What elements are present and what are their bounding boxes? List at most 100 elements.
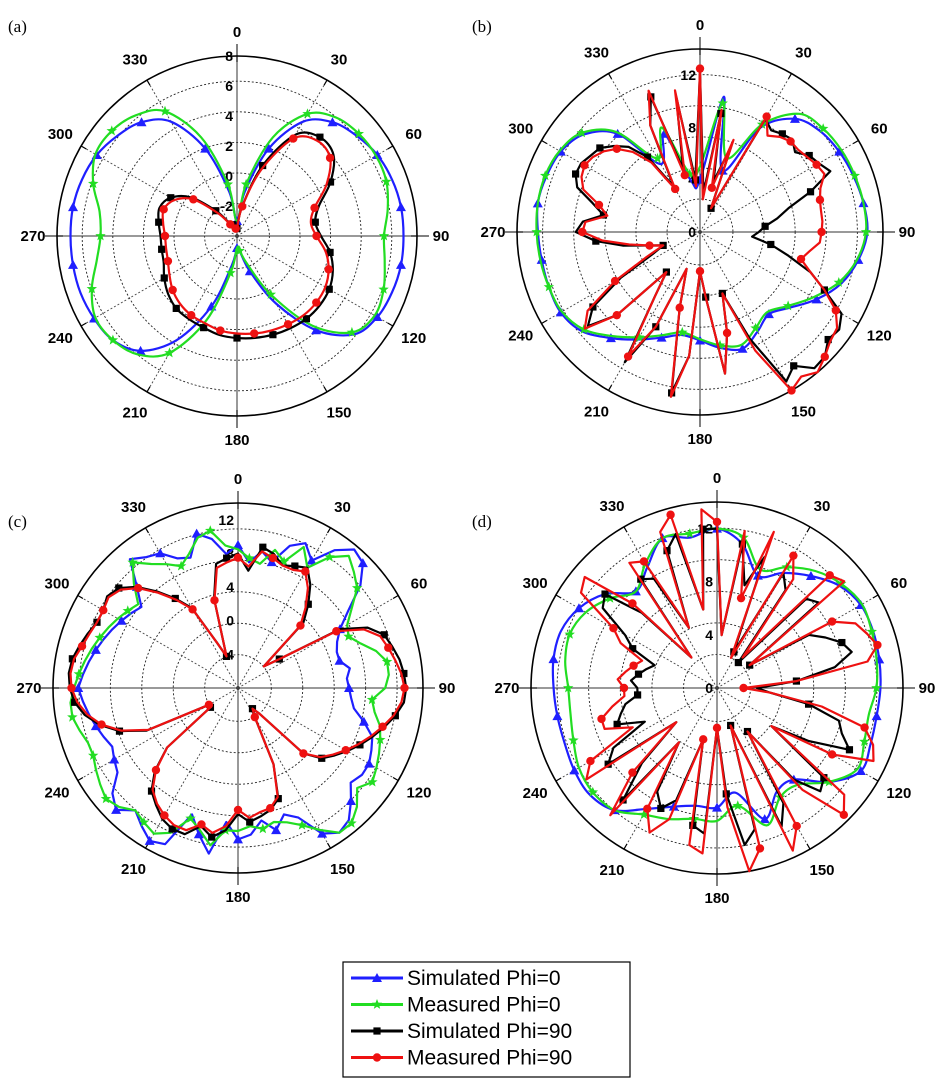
data-point [302,108,313,119]
data-point [344,683,354,692]
series-line [90,108,390,358]
data-point [151,765,161,775]
data-point [205,525,216,536]
angle-tick [872,777,879,782]
series-measured-phi-90 [579,508,882,873]
outer-circle [52,502,424,874]
grid-spoke [77,595,239,689]
data-point [367,776,378,787]
angle-tick-label: 180 [687,431,712,448]
data-point [324,551,335,562]
data-point [88,750,99,760]
series-measured-phi-90 [159,134,335,338]
data-point [94,632,105,643]
data-point [717,97,728,108]
outer-circle [56,55,418,417]
data-point [204,700,214,710]
angle-tick [326,842,332,849]
data-point [695,64,705,73]
data-point [400,669,408,678]
data-point [266,804,275,813]
polar-chart-a: (a) 0 30 60 90 120 150 180 210 240 270 300 330 -2 0 2 4 6… [8,17,449,449]
angle-tick [555,594,562,599]
data-point [739,683,748,693]
data-point [68,202,79,212]
data-point [384,643,393,652]
data-point [599,211,608,219]
data-point [136,117,147,127]
data-point [815,195,825,205]
data-point [684,528,695,539]
grid-spoke [716,687,879,782]
data-point [552,711,563,721]
data-point [792,821,801,831]
data-point [586,756,595,766]
data-point [589,303,597,311]
angle-tick [852,319,859,325]
angle-tick-label: 90 [433,228,450,245]
series-line [580,67,839,398]
data-point [71,698,79,706]
data-point [191,528,202,538]
angle-tick-label: 150 [809,862,834,879]
angle-tick [392,594,399,600]
data-point [223,554,231,562]
angle-tick-label: 240 [523,785,548,802]
data-point [790,362,798,370]
data-point [804,700,813,708]
radial-tick-label: 12 [680,67,696,83]
data-point [343,631,354,641]
data-point [238,202,247,211]
data-point [301,567,310,576]
angle-tick [77,776,84,782]
data-point [346,326,358,337]
data-point [95,230,106,241]
data-point [135,345,146,355]
data-point [246,818,254,826]
angle-tick-label: 210 [584,403,609,420]
data-point [767,240,775,249]
angle-tick-label: 120 [401,330,426,347]
data-point [68,655,76,663]
radial-tick-label: 4 [226,579,234,595]
data-point [612,310,622,320]
legend-marker [372,1053,382,1062]
angle-tick-label: 0 [233,24,241,41]
data-point [759,814,770,824]
data-point [605,333,616,343]
grid-spoke [236,235,394,327]
angle-tick-label: 330 [121,499,146,516]
data-point [572,170,580,178]
angle-tick [146,386,151,393]
angle-tick [77,594,84,600]
angle-tick-label: 270 [494,680,519,697]
angle-tick [872,594,879,599]
data-point [185,812,196,823]
data-point [88,178,99,189]
grid-spoke [80,235,238,327]
data-point [645,241,654,250]
data-point [712,802,722,812]
data-point [200,143,211,153]
grid-spoke [608,73,701,233]
data-point [391,712,399,720]
angle-tick-label: 180 [704,890,729,907]
data-point [833,277,844,287]
angle-tick [387,145,394,150]
data-point [531,226,542,237]
data-point [838,638,846,647]
series-simulated-phi-0 [548,523,885,824]
data-point [73,683,84,692]
angle-tick-label: 90 [899,224,916,241]
data-point [122,605,133,616]
data-point [831,306,841,315]
data-point [233,334,241,342]
data-point [325,285,333,293]
angle-tick-label: 300 [48,126,73,143]
data-point [633,691,642,699]
grid-spoke [237,687,331,849]
grid-spoke [716,687,811,850]
series-measured-phi-90 [67,550,409,834]
data-point [734,658,742,667]
data-point [536,254,547,264]
